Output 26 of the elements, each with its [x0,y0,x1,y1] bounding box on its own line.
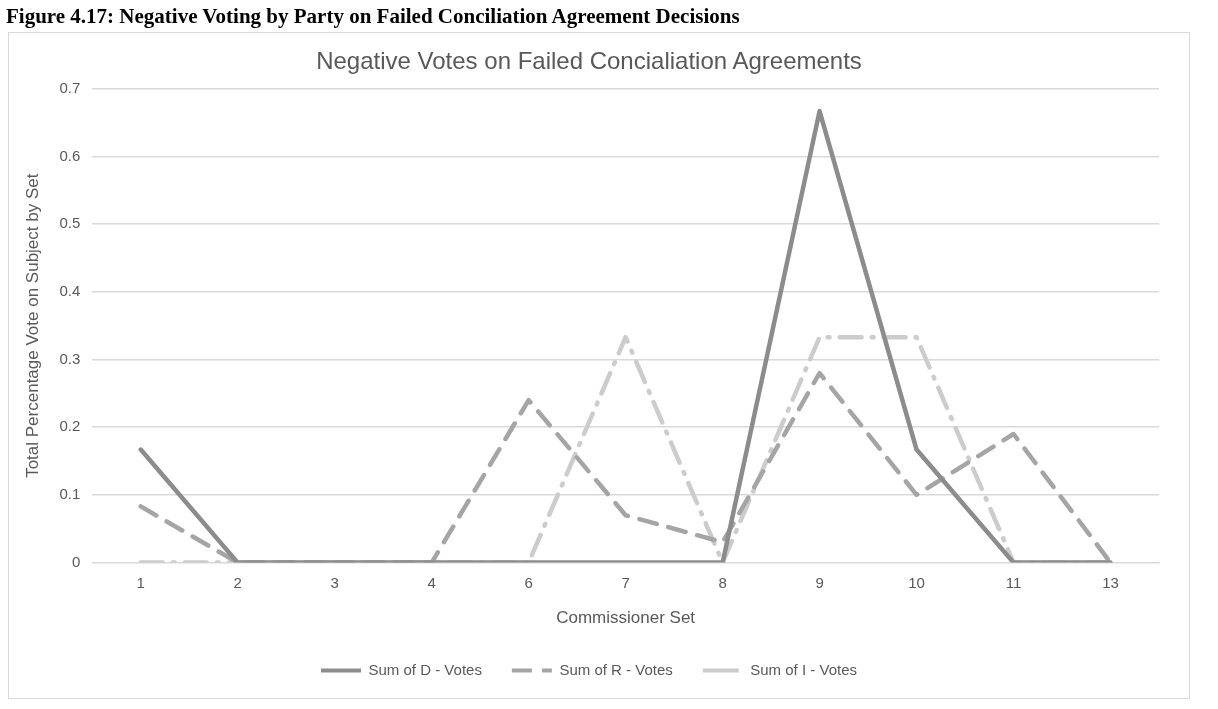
y-tick-label: 0.3 [59,349,81,367]
x-tick-label: 10 [908,573,925,591]
x-tick-label: 8 [718,573,727,591]
chart-title: Negative Votes on Failed Concialiation Agreements [316,47,862,75]
y-tick-label: 0.1 [59,485,81,503]
x-tick-label: 2 [233,573,242,591]
legend-label: Sum of D - Votes [368,660,482,678]
x-tick-label: 7 [621,573,630,591]
x-tick-label: 6 [524,573,533,591]
y-axis-title: Total Percentage Vote on Subject by Set [22,173,42,478]
x-axis-title: Commissioner Set [556,608,696,628]
x-tick-label: 13 [1102,573,1119,591]
x-tick-label: 1 [136,573,145,591]
caption: Figure 4.17: Negative Voting by Party on Failed Conciliation Agreement Decisions [6,4,741,29]
x-tick-label: 9 [815,573,824,591]
legend-label: Sum of R - Votes [559,660,673,678]
y-tick-label: 0.5 [59,214,81,232]
x-tick-label: 11 [1005,573,1022,591]
x-tick-label: 4 [427,573,436,591]
y-tick-label: 0.2 [59,417,81,435]
y-tick-label: 0 [71,552,81,570]
y-tick-label: 0.6 [59,146,81,164]
y-tick-label: 0.7 [59,78,81,96]
x-tick-label: 3 [330,573,339,591]
y-tick-label: 0.4 [59,282,81,299]
legend-label: Sum of I - Votes [750,660,857,678]
